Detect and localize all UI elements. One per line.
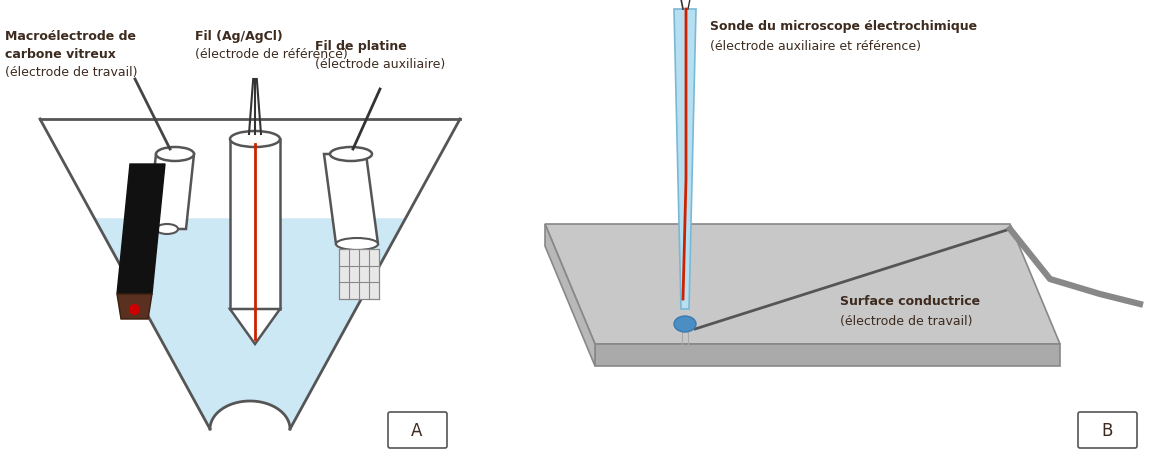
- Polygon shape: [230, 140, 280, 309]
- Polygon shape: [545, 225, 595, 366]
- Text: (électrode de travail): (électrode de travail): [5, 66, 138, 79]
- Ellipse shape: [336, 238, 378, 250]
- Ellipse shape: [674, 316, 696, 332]
- Text: Surface conductrice: Surface conductrice: [840, 294, 981, 307]
- FancyBboxPatch shape: [388, 412, 447, 448]
- Text: Fil de platine: Fil de platine: [315, 40, 407, 53]
- Ellipse shape: [330, 148, 372, 162]
- Bar: [339, 250, 379, 300]
- Polygon shape: [94, 219, 405, 429]
- Polygon shape: [148, 155, 194, 230]
- Text: Macroélectrode de: Macroélectrode de: [5, 30, 136, 43]
- Text: (électrode de travail): (électrode de travail): [840, 314, 972, 327]
- Polygon shape: [545, 225, 1060, 344]
- Polygon shape: [324, 155, 378, 244]
- Text: Sonde du microscope électrochimique: Sonde du microscope électrochimique: [710, 20, 977, 33]
- Text: (électrode de référence): (électrode de référence): [195, 48, 347, 61]
- Polygon shape: [674, 10, 696, 309]
- Polygon shape: [595, 344, 1060, 366]
- Polygon shape: [117, 294, 152, 319]
- Text: Fil (Ag/AgCl): Fil (Ag/AgCl): [195, 30, 282, 43]
- Text: carbone vitreux: carbone vitreux: [5, 48, 115, 61]
- Ellipse shape: [156, 148, 194, 162]
- FancyBboxPatch shape: [1079, 412, 1137, 448]
- Text: B: B: [1102, 421, 1112, 439]
- Ellipse shape: [156, 225, 178, 234]
- Polygon shape: [230, 309, 280, 344]
- Text: (électrode auxiliaire): (électrode auxiliaire): [315, 58, 445, 71]
- Text: A: A: [412, 421, 423, 439]
- Ellipse shape: [230, 131, 280, 148]
- Polygon shape: [117, 165, 166, 294]
- Text: (électrode auxiliaire et référence): (électrode auxiliaire et référence): [710, 40, 921, 53]
